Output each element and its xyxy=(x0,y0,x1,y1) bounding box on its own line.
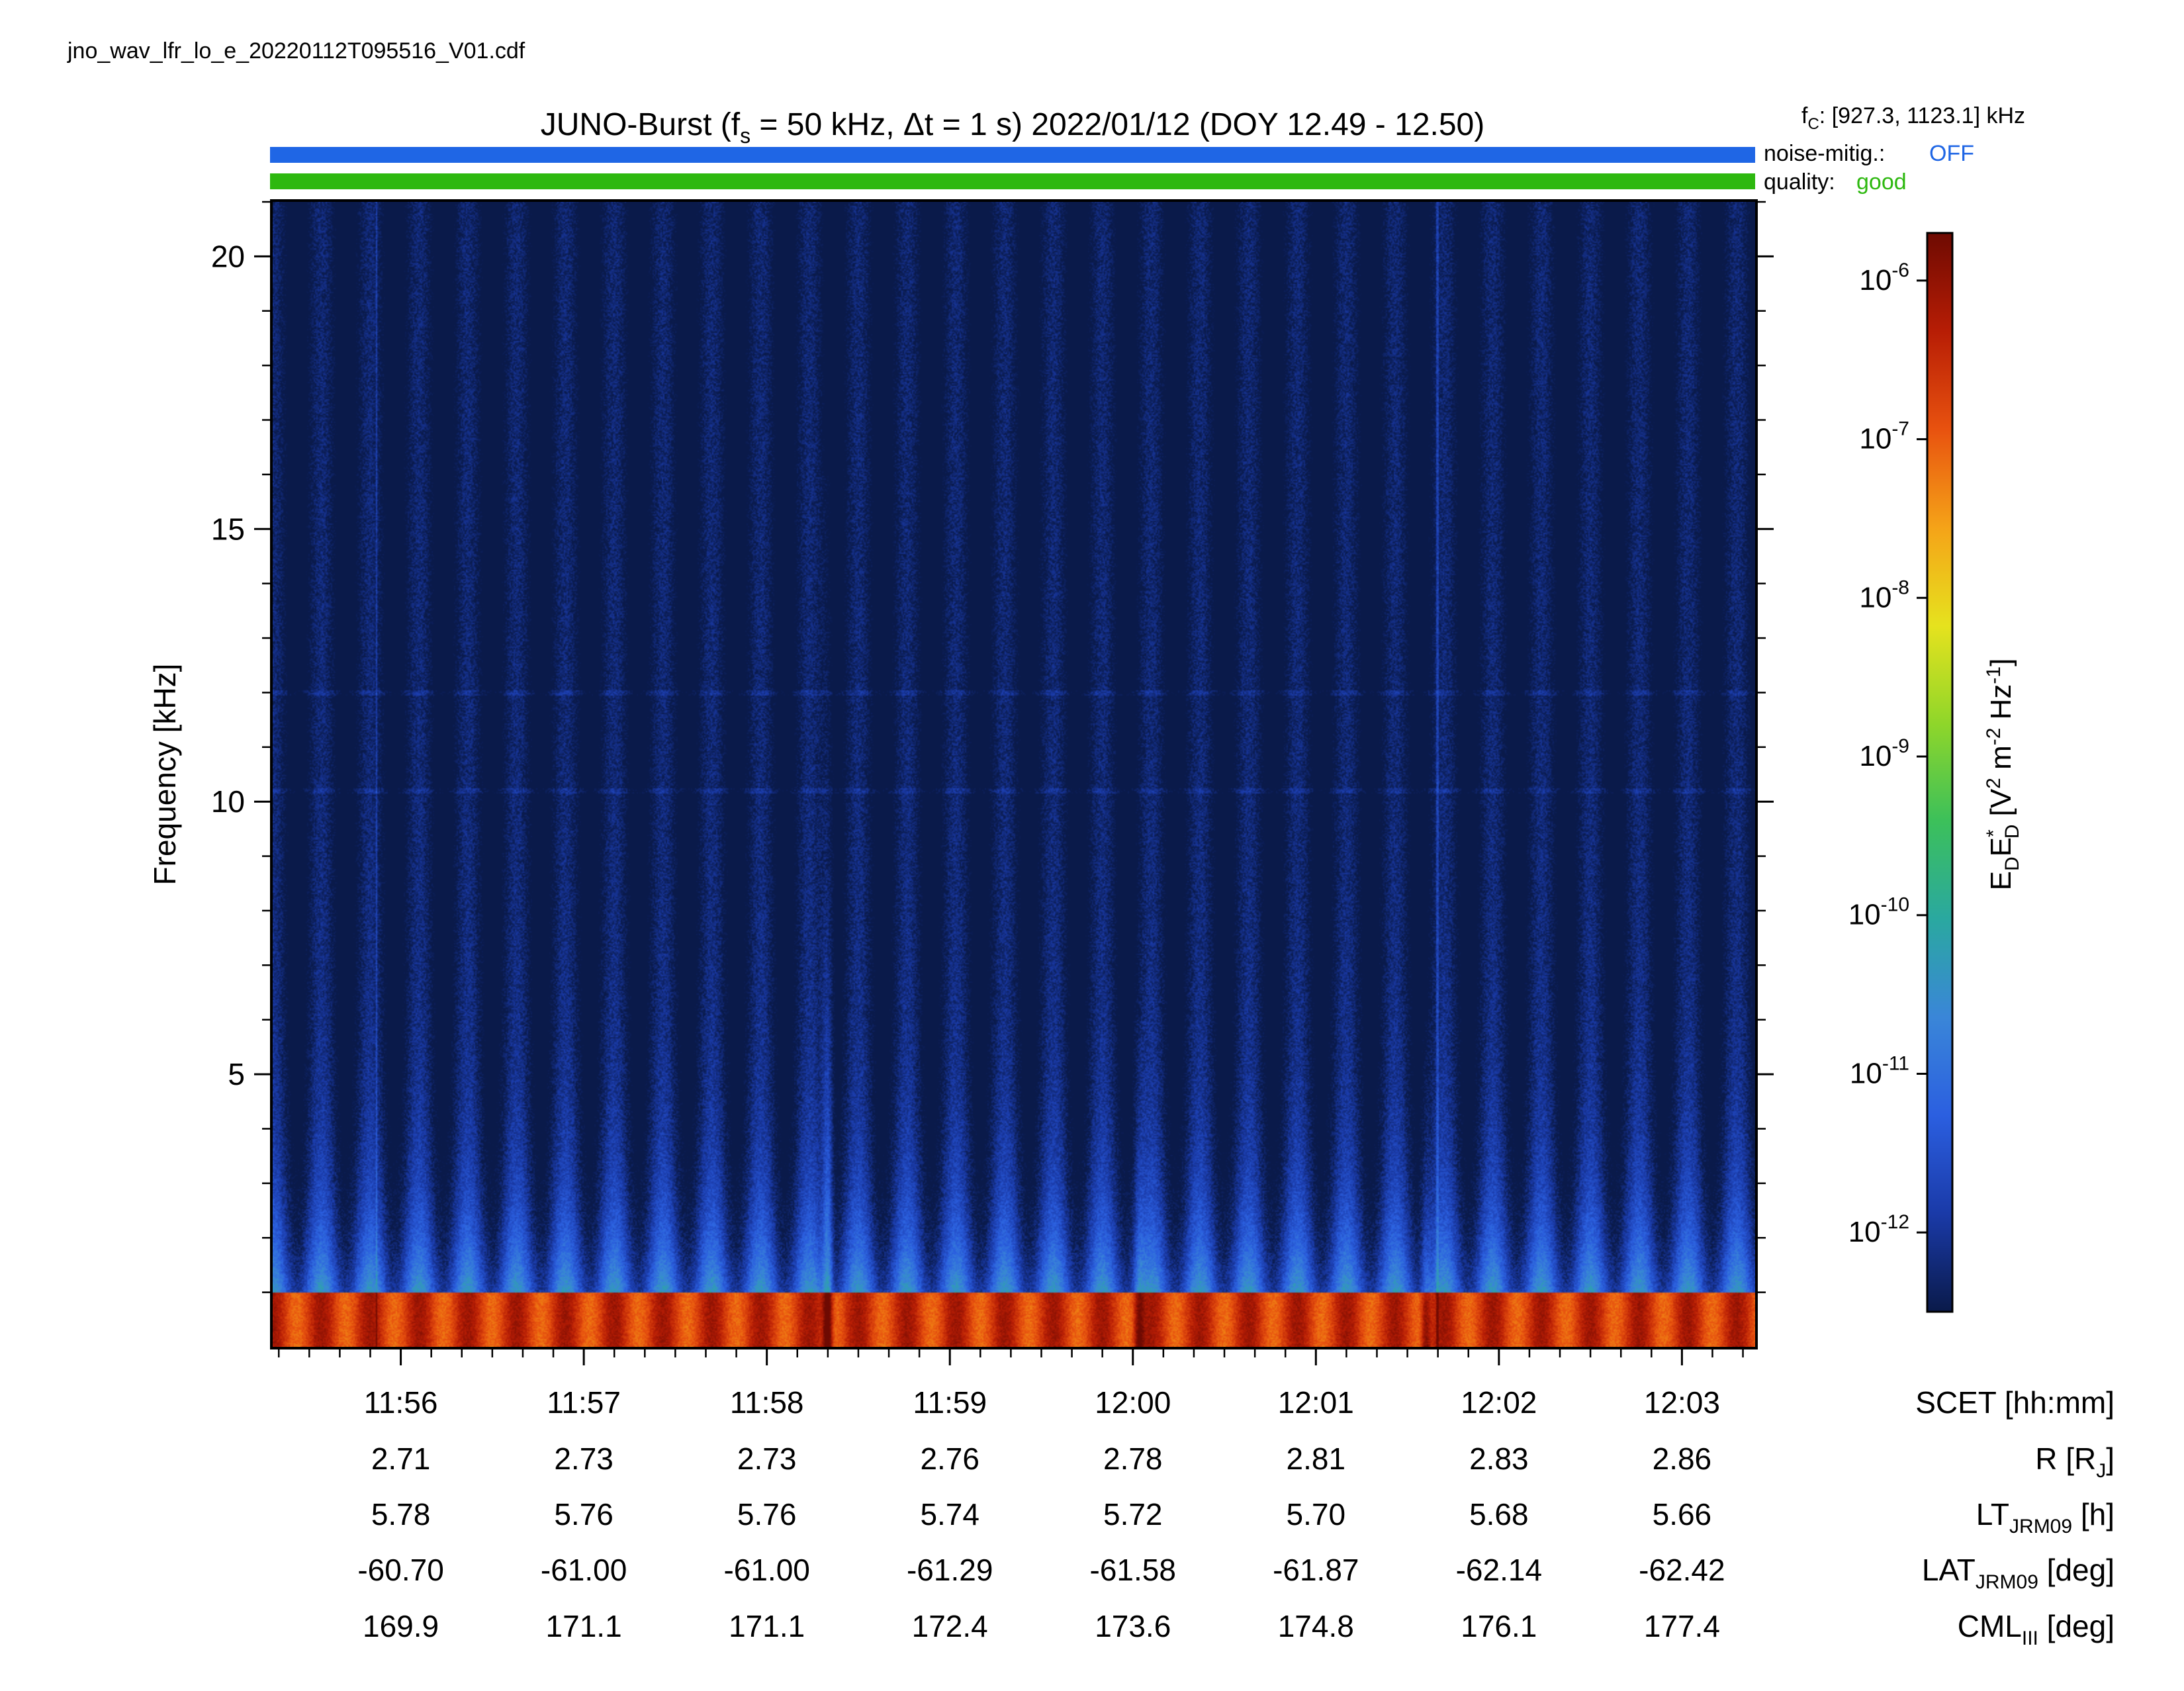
ephemeris-value: 2.76 xyxy=(920,1441,979,1476)
ephemeris-value: 12:03 xyxy=(1644,1385,1720,1420)
plot-frame xyxy=(270,199,1758,1349)
chart-title: JUNO-Burst (fs = 50 kHz, Δt = 1 s) 2022/… xyxy=(541,107,1484,148)
colorbar-tick-label: 10-7 xyxy=(1859,418,1909,455)
ephemeris-value: -60.70 xyxy=(357,1553,443,1587)
colorbar-label: EDE*D [V2 m-2 Hz-1] xyxy=(1983,659,2023,891)
ephemeris-value: 11:59 xyxy=(913,1385,987,1420)
fc-label: fC: [927.3, 1123.1] kHz xyxy=(1801,103,2025,133)
ephemeris-label: R [RJ] xyxy=(2035,1441,2115,1482)
ephemeris-value: -61.29 xyxy=(907,1553,993,1587)
colorbar-tick-label: 10-8 xyxy=(1859,576,1909,614)
ephemeris-value: 5.78 xyxy=(371,1497,431,1531)
ephemeris-value: 12:02 xyxy=(1461,1385,1537,1420)
noise-mitig-value: OFF xyxy=(1929,141,1974,166)
colorbar-tick-label: 10-11 xyxy=(1850,1052,1909,1089)
ephemeris-value: 2.83 xyxy=(1469,1441,1529,1476)
ephemeris-value: 2.71 xyxy=(371,1441,431,1476)
ephemeris-value: 5.76 xyxy=(554,1497,614,1531)
ephemeris-value: 2.73 xyxy=(737,1441,797,1476)
ephemeris-value: -62.42 xyxy=(1639,1553,1725,1587)
ephemeris-value: 2.86 xyxy=(1653,1441,1712,1476)
ephemeris-value: 174.8 xyxy=(1278,1609,1354,1643)
y-tick-label: 20 xyxy=(211,239,245,273)
ephemeris-value: 5.68 xyxy=(1469,1497,1529,1531)
ephemeris-value: -61.58 xyxy=(1090,1553,1176,1587)
ephemeris-value: 5.66 xyxy=(1653,1497,1712,1531)
quality-value: good xyxy=(1856,169,1907,195)
ephemeris-value: -62.14 xyxy=(1456,1553,1542,1587)
colorbar xyxy=(1926,232,1954,1313)
ephemeris-value: 171.1 xyxy=(546,1609,622,1643)
ephemeris-value: 171.1 xyxy=(729,1609,805,1643)
quality-bar xyxy=(270,173,1755,189)
ephemeris-value: 5.72 xyxy=(1103,1497,1163,1531)
ephemeris-value: -61.00 xyxy=(541,1553,627,1587)
colorbar-tick-label: 10-12 xyxy=(1848,1211,1909,1248)
ephemeris-value: 172.4 xyxy=(912,1609,988,1643)
ephemeris-value: 12:00 xyxy=(1095,1385,1171,1420)
ephemeris-value: 5.70 xyxy=(1287,1497,1346,1531)
ephemeris-value: 169.9 xyxy=(363,1609,439,1643)
ephemeris-value: 11:57 xyxy=(547,1385,621,1420)
ephemeris-value: 177.4 xyxy=(1644,1609,1720,1643)
spectrogram-image xyxy=(273,202,1755,1347)
ephemeris-value: 11:56 xyxy=(364,1385,438,1420)
ephemeris-value: 2.81 xyxy=(1287,1441,1346,1476)
ephemeris-label: LTJRM09 [h] xyxy=(1976,1497,2115,1537)
ephemeris-label: SCET [hh:mm] xyxy=(1915,1385,2115,1420)
ephemeris-value: 2.73 xyxy=(554,1441,614,1476)
ephemeris-table: 11:56 11:57 11:58 11:59 12:00 12:01 12:02 12:03… xyxy=(357,1385,2115,1649)
ephemeris-value: 173.6 xyxy=(1095,1609,1171,1643)
y-tick-label: 5 xyxy=(228,1057,245,1091)
y-tick-label: 15 xyxy=(211,512,245,546)
ephemeris-value: 5.74 xyxy=(920,1497,979,1531)
file-name: jno_wav_lfr_lo_e_20220112T095516_V01.cdf xyxy=(67,38,525,64)
ephemeris-value: 2.78 xyxy=(1103,1441,1163,1476)
ephemeris-value: -61.87 xyxy=(1273,1553,1359,1587)
ephemeris-value: 5.76 xyxy=(737,1497,797,1531)
ephemeris-value: 12:01 xyxy=(1278,1385,1354,1420)
axes-layer: 5 10 15 20 xyxy=(211,201,1774,1365)
colorbar-ticks: 10-6 10-7 10-8 10-9 10-10 10-11 10-12 xyxy=(1848,259,1927,1248)
colorbar-tick-label: 10-10 xyxy=(1848,894,1909,931)
colorbar-tick-label: 10-6 xyxy=(1859,259,1909,297)
y-axis-label: Frequency [kHz] xyxy=(148,664,182,886)
ephemeris-value: 176.1 xyxy=(1461,1609,1537,1643)
ephemeris-label: LATJRM09 [deg] xyxy=(1922,1553,2115,1593)
noise-mitig-label: noise-mitig.: xyxy=(1764,141,1885,166)
ephemeris-label: CMLIII [deg] xyxy=(1958,1609,2115,1649)
ephemeris-value: 11:58 xyxy=(730,1385,804,1420)
quality-label: quality: xyxy=(1764,169,1835,195)
noise-mitig-bar xyxy=(270,147,1755,163)
ephemeris-value: -61.00 xyxy=(723,1553,809,1587)
colorbar-tick-label: 10-9 xyxy=(1859,735,1909,772)
y-tick-label: 10 xyxy=(211,784,245,819)
